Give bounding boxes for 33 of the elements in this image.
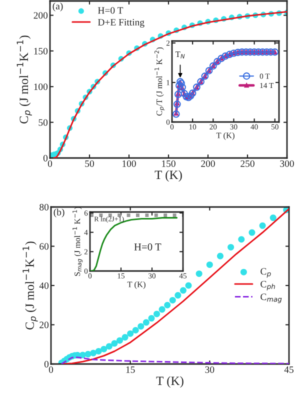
y-tick-label: 150 bbox=[34, 48, 48, 54]
y-tick-label: 0 bbox=[43, 154, 48, 162]
annotation: (b) bbox=[54, 208, 64, 218]
x-tick-label: 200 bbox=[201, 160, 215, 167]
legend-label: C$_{ph}$ bbox=[260, 280, 275, 290]
y-tick-label: 60 bbox=[40, 243, 49, 250]
y-axis-title: C$_{p}$ (J mol$^{−1}$K$^{−1}$) bbox=[16, 36, 32, 124]
x-tick-label: 0 bbox=[48, 366, 54, 373]
x-axis-title: T (K) bbox=[216, 132, 234, 140]
x-axis-title: T (K) bbox=[127, 281, 146, 289]
annotation: T$_{N}$ bbox=[175, 52, 185, 58]
y-axis-title: C$_{p}$ (J mol$^{−1}$K$^{−1}$) bbox=[22, 242, 38, 330]
y-tick-label: 200 bbox=[34, 12, 48, 19]
y-tick-label: 40 bbox=[39, 282, 49, 289]
x-tick-label: 30 bbox=[205, 366, 214, 373]
legend-label: C$_{p}$ bbox=[260, 268, 271, 278]
legend-label: H=0 T bbox=[98, 7, 124, 14]
x-tick-label: 15 bbox=[126, 366, 135, 373]
annotation: H=0 T bbox=[134, 243, 162, 250]
x-axis-title: T (K) bbox=[154, 170, 182, 182]
x-tick-label: 100 bbox=[122, 160, 136, 167]
annotation: (a) bbox=[52, 2, 63, 12]
x-tick-label: 45 bbox=[284, 366, 294, 373]
x-tick-label: 250 bbox=[240, 160, 254, 167]
y-tick-label: 0 bbox=[44, 360, 49, 368]
y-axis-title: C$_{p}$/T (J mol$^{−1}$ K$^{−2}$) bbox=[154, 47, 165, 116]
x-axis-title: T (K) bbox=[156, 376, 184, 388]
legend-label: D+E Fitting bbox=[98, 18, 144, 28]
y-tick-label: 80 bbox=[40, 204, 49, 210]
y-tick-label: 20 bbox=[40, 322, 49, 328]
y-tick-label: 100 bbox=[34, 84, 48, 90]
x-tick-label: 300 bbox=[280, 160, 294, 167]
legend-label: C$_{mag}$ bbox=[260, 294, 282, 304]
